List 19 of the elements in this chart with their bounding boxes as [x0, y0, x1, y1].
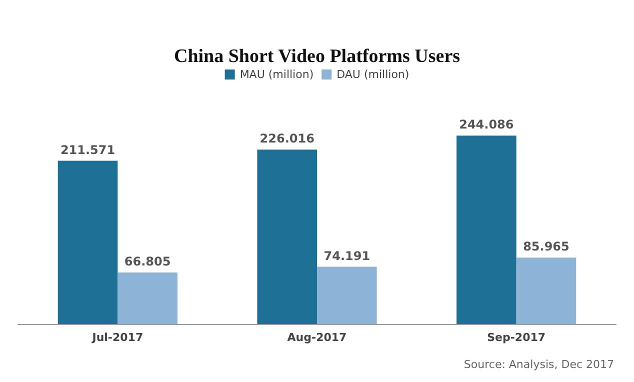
legend-label: DAU (million)	[336, 68, 410, 81]
bar	[317, 266, 377, 324]
x-tick-label: Aug-2017	[287, 331, 347, 344]
data-label: 226.016	[260, 132, 314, 146]
bar	[118, 272, 178, 324]
chart-title: China Short Video Platforms Users	[174, 46, 460, 67]
data-label: 211.571	[60, 142, 116, 157]
legend-label: MAU (million)	[240, 68, 314, 81]
data-label: 244.086	[459, 118, 514, 132]
data-label: 85.965	[523, 240, 570, 254]
data-label: 74.191	[324, 248, 370, 263]
x-tick-label: Sep-2017	[487, 331, 546, 344]
bar	[456, 136, 516, 324]
source-note: Source: Analysis, Dec 2017	[464, 358, 614, 371]
x-tick-label: Jul-2017	[91, 331, 144, 344]
bar	[257, 150, 317, 324]
data-label: 66.805	[124, 254, 171, 268]
bar	[516, 258, 576, 324]
bar	[58, 160, 118, 324]
